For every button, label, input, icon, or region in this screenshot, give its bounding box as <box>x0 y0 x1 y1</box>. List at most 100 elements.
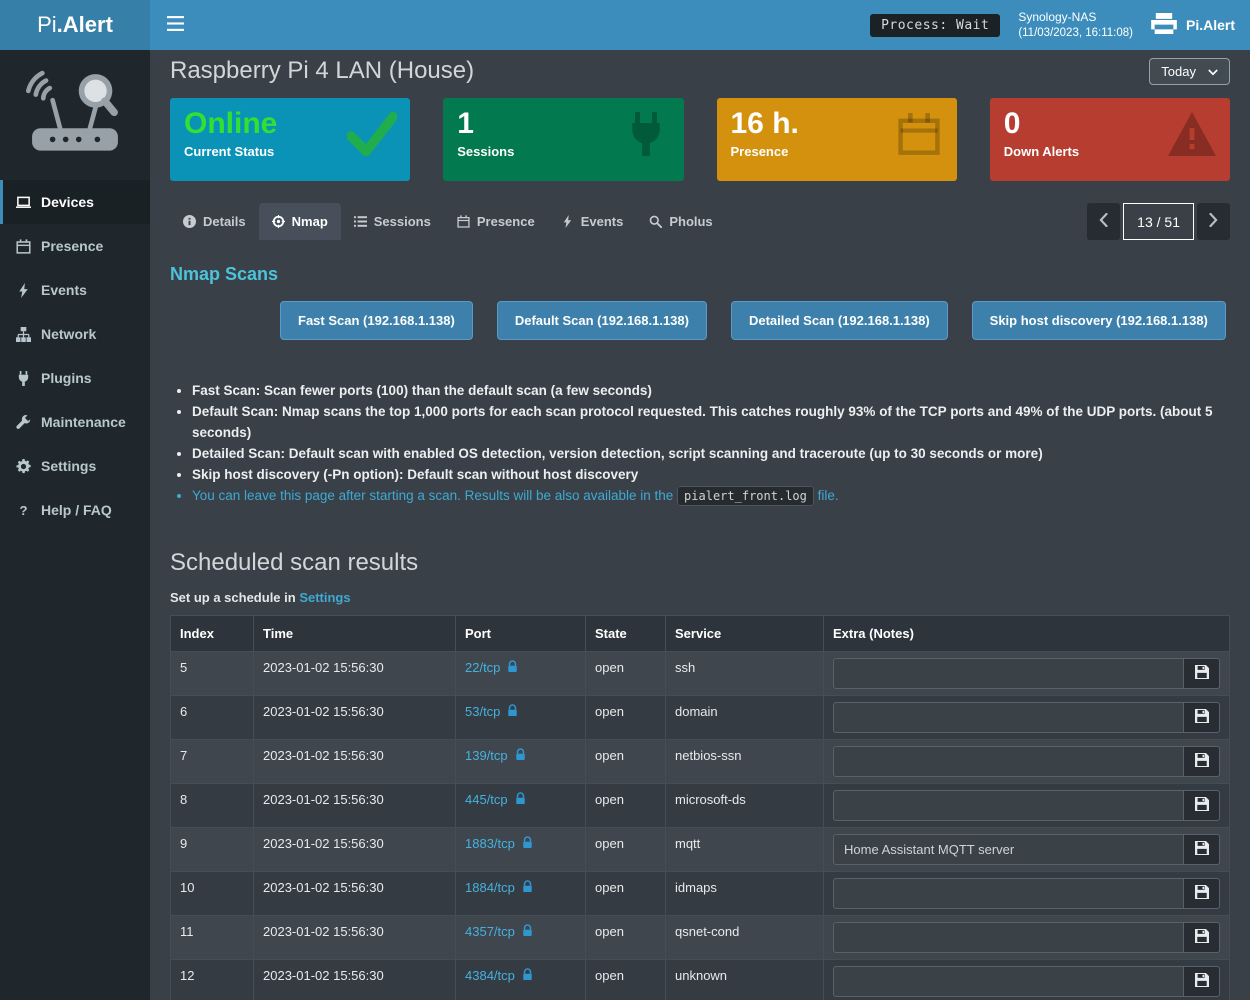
sidebar-item-help-faq[interactable]: ? Help / FAQ <box>0 488 150 532</box>
sidebar-item-label: Plugins <box>41 370 92 386</box>
scan-note: Fast Scan: Scan fewer ports (100) than t… <box>192 380 1230 401</box>
page-title: Raspberry Pi 4 LAN (House) <box>170 57 475 84</box>
save-note-button[interactable] <box>1184 658 1220 689</box>
save-note-button[interactable] <box>1184 746 1220 777</box>
cell-state: open <box>585 783 666 828</box>
info-box-down-alerts: 0 Down Alerts <box>989 98 1230 181</box>
save-note-button[interactable] <box>1184 878 1220 909</box>
sidebar-item-settings[interactable]: Settings <box>0 444 150 488</box>
cell-index: 5 <box>170 651 254 696</box>
save-note-button[interactable] <box>1184 790 1220 821</box>
port-link[interactable]: 22/tcp <box>465 660 501 675</box>
cell-notes <box>823 651 1230 696</box>
info-boxes: Online Current Status 1 Sessions 16 h. Presen… <box>170 98 1230 181</box>
sidebar-item-label: Network <box>41 326 97 342</box>
port-link[interactable]: 1884/tcp <box>465 880 515 895</box>
app-logo[interactable]: Pi .Alert <box>0 0 150 50</box>
tab-pholus[interactable]: Pholus <box>636 203 725 240</box>
save-note-button[interactable] <box>1184 702 1220 733</box>
sidebar-item-label: Presence <box>41 238 104 254</box>
tab-label: Sessions <box>373 214 431 229</box>
port-link[interactable]: 445/tcp <box>465 792 508 807</box>
scan-note: Default Scan: Nmap scans the top 1,000 p… <box>192 401 1230 443</box>
note-input[interactable] <box>833 658 1184 689</box>
tab-label: Presence <box>476 214 535 229</box>
sidebar-item-network[interactable]: Network <box>0 312 150 356</box>
port-link[interactable]: 4357/tcp <box>465 924 515 939</box>
note-input[interactable] <box>833 966 1184 997</box>
note-input[interactable] <box>833 834 1184 865</box>
tab-details[interactable]: Details <box>170 203 259 240</box>
save-icon <box>1194 841 1209 858</box>
info-box-label: Sessions <box>457 144 515 159</box>
prev-device-button[interactable] <box>1087 203 1121 240</box>
sidebar-item-events[interactable]: Events <box>0 268 150 312</box>
tab-label: Nmap <box>291 214 328 229</box>
save-icon <box>1194 885 1209 902</box>
tab-presence[interactable]: Presence <box>444 203 548 240</box>
cell-state: open <box>585 871 666 916</box>
port-link[interactable]: 139/tcp <box>465 748 508 763</box>
save-note-button[interactable] <box>1184 966 1220 997</box>
note-input[interactable] <box>833 878 1184 909</box>
sidebar-toggle-button[interactable] <box>150 0 201 50</box>
port-link[interactable]: 1883/tcp <box>465 836 515 851</box>
chevron-right-icon <box>1209 212 1218 230</box>
user-menu[interactable]: Pi.Alert <box>1151 13 1235 37</box>
save-note-button[interactable] <box>1184 834 1220 865</box>
sidebar-item-plugins[interactable]: Plugins <box>0 356 150 400</box>
tab-sessions[interactable]: Sessions <box>341 203 444 240</box>
sidebar-item-label: Help / FAQ <box>41 502 112 518</box>
warning-icon <box>1167 112 1217 161</box>
scan-results-table: Index Time Port State Service Extra (Notes) 5… <box>170 615 1230 1000</box>
note-input[interactable] <box>833 746 1184 777</box>
skip-host-discovery-button[interactable]: Skip host discovery (192.168.1.138) <box>971 301 1226 340</box>
cell-port: 53/tcp <box>455 695 586 740</box>
scan-result-row: 10 2023-01-02 15:56:30 1884/tcp open idm… <box>170 871 1230 916</box>
tab-nmap[interactable]: Nmap <box>258 203 341 240</box>
nmap-scans-title: Nmap Scans <box>170 264 279 284</box>
settings-link[interactable]: Settings <box>299 590 351 605</box>
cell-index: 6 <box>170 695 254 740</box>
save-note-button[interactable] <box>1184 922 1220 953</box>
fast-scan-button[interactable]: Fast Scan (192.168.1.138) <box>280 301 473 340</box>
scan-note: Skip host discovery (-Pn option): Defaul… <box>192 464 1230 485</box>
next-device-button[interactable] <box>1197 203 1230 240</box>
save-icon <box>1194 665 1209 682</box>
scan-result-row: 7 2023-01-02 15:56:30 139/tcp open netbi… <box>170 739 1230 784</box>
cell-time: 2023-01-02 15:56:30 <box>253 739 456 784</box>
tab-events[interactable]: Events <box>548 203 637 240</box>
port-link[interactable]: 4384/tcp <box>465 968 515 983</box>
cell-notes <box>823 827 1230 872</box>
port-link[interactable]: 53/tcp <box>465 704 501 719</box>
note-input[interactable] <box>833 922 1184 953</box>
note-input[interactable] <box>833 790 1184 821</box>
cell-port: 4384/tcp <box>455 959 586 1000</box>
cell-time: 2023-01-02 15:56:30 <box>253 651 456 696</box>
sidebar-item-devices[interactable]: Devices <box>0 180 150 224</box>
sidebar-item-presence[interactable]: Presence <box>0 224 150 268</box>
cell-state: open <box>585 651 666 696</box>
period-select[interactable]: Today <box>1149 57 1230 85</box>
log-note: You can leave this page after starting a… <box>192 485 1230 507</box>
sidebar-item-label: Devices <box>41 194 94 210</box>
column-header-state: State <box>585 615 666 652</box>
save-icon <box>1194 973 1209 990</box>
default-scan-button[interactable]: Default Scan (192.168.1.138) <box>496 301 707 340</box>
cell-service: idmaps <box>665 871 824 916</box>
cell-index: 9 <box>170 827 254 872</box>
cell-state: open <box>585 827 666 872</box>
question-icon: ? <box>16 503 31 518</box>
lock-icon <box>522 836 533 851</box>
top-navbar: Process: Wait Synology-NAS (11/03/2023, … <box>150 0 1250 50</box>
detailed-scan-button[interactable]: Detailed Scan (192.168.1.138) <box>730 301 948 340</box>
info-box-value: 1 <box>457 107 474 140</box>
router-magnifier-icon <box>26 70 118 151</box>
cell-notes <box>823 915 1230 960</box>
sidebar-item-maintenance[interactable]: Maintenance <box>0 400 150 444</box>
info-box-presence: 16 h. Presence <box>716 98 957 181</box>
cell-state: open <box>585 695 666 740</box>
cell-notes <box>823 783 1230 828</box>
bolt-icon <box>16 282 31 298</box>
note-input[interactable] <box>833 702 1184 733</box>
